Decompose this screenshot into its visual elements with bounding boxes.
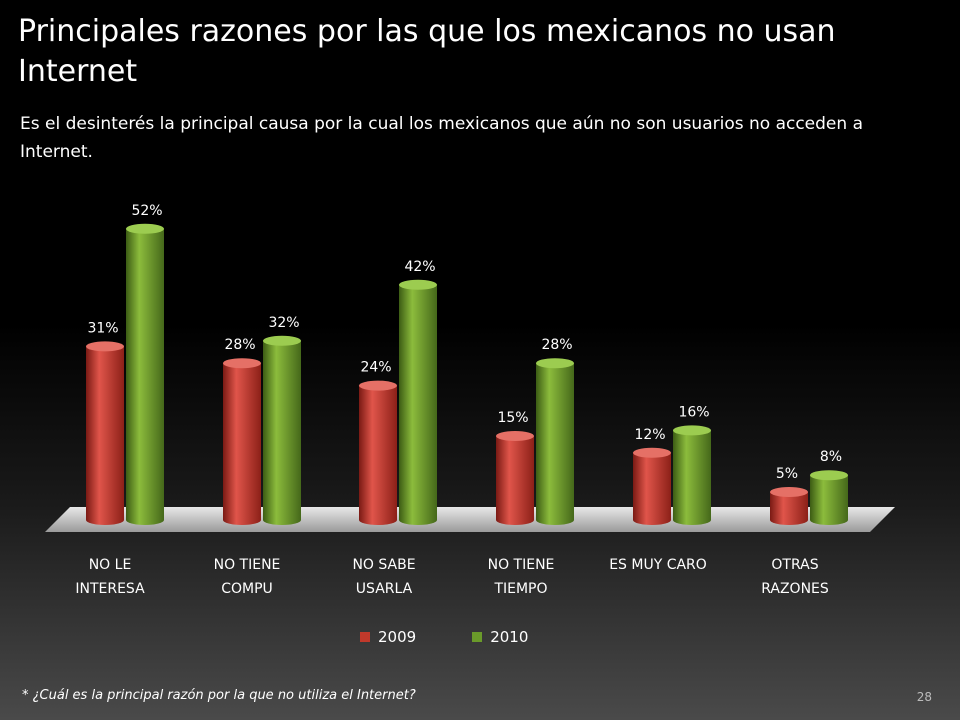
category-label-line: RAZONES	[761, 581, 829, 597]
category-label-line: INTERESA	[75, 581, 145, 597]
bar-2010-5	[810, 470, 848, 525]
data-label-2010-3: 28%	[541, 337, 572, 353]
data-label-2009-0: 31%	[87, 320, 118, 336]
category-label-line: NO TIENE	[487, 557, 555, 573]
bar-2010-1	[263, 335, 301, 525]
data-label-2010-1: 32%	[268, 315, 299, 331]
category-label-line: ES MUY CARO	[609, 557, 707, 573]
category-label-0: NO LE INTERESA	[45, 553, 175, 601]
data-label-2009-2: 24%	[360, 360, 391, 376]
legend-item-2009: 2009	[360, 628, 416, 646]
legend-label-2009: 2009	[378, 628, 417, 646]
category-label-line: TIEMPO	[494, 581, 548, 597]
legend-item-2010: 2010	[472, 628, 528, 646]
data-label-2010-0: 52%	[131, 203, 162, 219]
category-label-3: NO TIENE TIEMPO	[456, 553, 586, 601]
category-label-line: NO LE	[88, 557, 132, 573]
chart-floor	[45, 507, 895, 532]
category-label-line: NO TIENE	[213, 557, 281, 573]
category-label-2: NO SABE USARLA	[319, 553, 449, 601]
footnote: * ¿Cuál es la principal razón por la que…	[22, 688, 416, 703]
bar-2009-2	[359, 380, 397, 525]
bar-2010-0	[126, 223, 164, 525]
category-label-line: USARLA	[355, 581, 413, 597]
bar-2009-3	[496, 431, 534, 525]
legend-swatch-2009	[360, 632, 370, 642]
bar-2010-2	[399, 279, 437, 525]
category-label-line: OTRAS	[771, 557, 819, 573]
bar-2009-1	[223, 358, 261, 525]
category-label-line: COMPU	[221, 581, 273, 597]
legend-label-2010: 2010	[490, 628, 529, 646]
category-label-5: OTRAS RAZONES	[730, 553, 860, 601]
data-label-2009-3: 15%	[497, 410, 528, 426]
category-label-4: ES MUY CARO	[593, 553, 723, 577]
data-label-2010-5: 8%	[820, 449, 842, 465]
bar-2010-4	[673, 425, 711, 525]
category-label-1: NO TIENE COMPU	[182, 553, 312, 601]
slide-subtitle: Es el desinterés la principal causa por …	[20, 114, 863, 162]
chart-legend: 2009 2010	[360, 628, 528, 646]
page-number: 28	[916, 690, 932, 704]
bar-2010-3	[536, 358, 574, 525]
data-label-2010-4: 16%	[678, 404, 709, 420]
data-label-2009-5: 5%	[776, 466, 798, 482]
legend-swatch-2010	[472, 632, 483, 642]
bar-2009-5	[770, 487, 808, 525]
bar-2009-0	[86, 341, 124, 525]
category-label-line: NO SABE	[352, 557, 416, 573]
bar-2009-4	[633, 447, 671, 525]
data-label-2010-2: 42%	[404, 259, 435, 275]
data-label-2009-1: 28%	[224, 337, 255, 353]
data-label-2009-4: 12%	[634, 427, 665, 443]
slide-title: Principales razones por las que los mexi…	[18, 14, 836, 89]
